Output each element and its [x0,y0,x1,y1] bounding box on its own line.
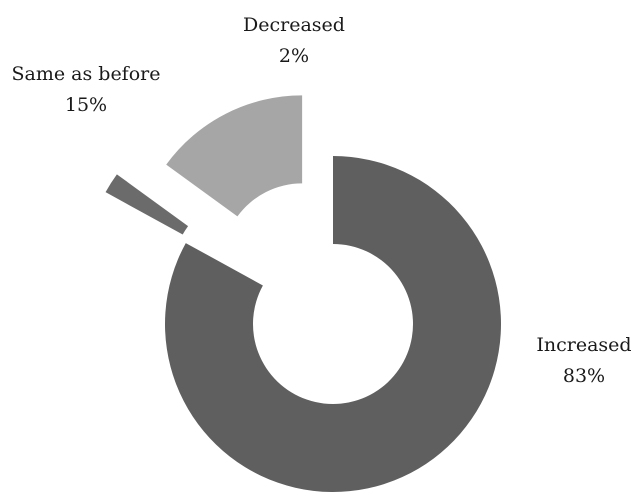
slice-value-increased: 83% [563,365,605,387]
slice-label-decreased: Decreased [243,14,345,36]
labels-layer: Increased 83% Decreased 2% Same as before 15% [12,14,632,387]
slice-label-increased: Increased [536,334,631,356]
slice-label-same-as-before: Same as before [12,63,161,85]
slice-value-decreased: 2% [279,45,309,67]
slice-same-as-before [166,95,303,217]
slice-value-same-as-before: 15% [65,94,107,116]
slice-increased [164,156,501,492]
slices-layer [105,95,501,492]
slice-decreased [105,174,189,235]
